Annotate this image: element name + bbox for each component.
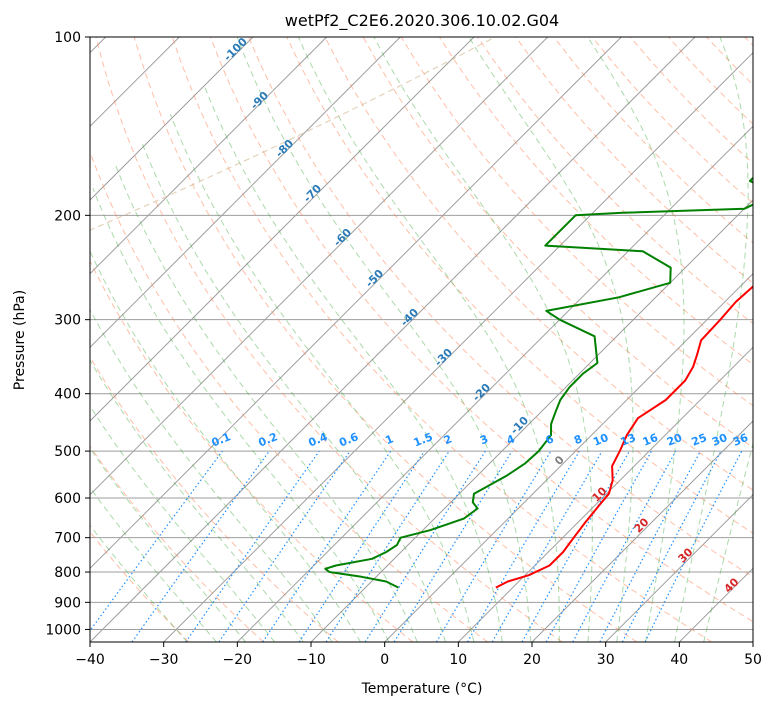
x-axis-label: Temperature (°C) bbox=[361, 681, 483, 697]
isotherm-line bbox=[16, 37, 621, 642]
isotherm-line bbox=[0, 37, 400, 642]
dry-adiabat-label: -70 bbox=[301, 182, 324, 205]
dry-adiabat-label: 0 bbox=[552, 453, 567, 468]
mixing-ratio-line bbox=[365, 451, 485, 642]
mixing-ratio-label: 16 bbox=[641, 431, 660, 449]
mixing-ratio-label: 13 bbox=[619, 431, 638, 449]
dry-adiabat-line bbox=[745, 37, 775, 642]
isotherm-line bbox=[385, 37, 775, 642]
dry-adiabat-line bbox=[707, 37, 775, 642]
dry-adiabat-line bbox=[516, 37, 775, 642]
y-tick-label: 200 bbox=[54, 208, 81, 224]
isotherm-line bbox=[0, 37, 474, 642]
y-tick-label: 600 bbox=[54, 491, 81, 507]
x-tick-label: 0 bbox=[380, 652, 389, 668]
moist-adiabat-line bbox=[0, 315, 187, 642]
dewpoint-profile bbox=[325, 37, 775, 588]
isotherm-line bbox=[90, 37, 695, 642]
mixing-ratio-label: 30 bbox=[710, 431, 729, 449]
dry-adiabat-line bbox=[0, 37, 338, 642]
moist-adiabat-line bbox=[469, 37, 633, 642]
mixing-ratio-label: 3 bbox=[478, 432, 490, 447]
mixing-ratio-label: 25 bbox=[690, 431, 709, 449]
dry-adiabat-line bbox=[0, 37, 189, 642]
mixing-ratio-label: 6 bbox=[544, 432, 556, 447]
x-tick-label: −40 bbox=[75, 652, 105, 668]
moist-adiabat-line bbox=[170, 114, 474, 642]
dry-adiabat-line bbox=[554, 37, 775, 642]
reference-curve bbox=[0, 37, 495, 642]
moist-adiabat-line bbox=[588, 37, 684, 642]
mixing-ratio-line bbox=[468, 451, 580, 642]
dry-adiabat-label: 20 bbox=[632, 515, 652, 535]
mixing-ratio-line bbox=[82, 451, 223, 642]
y-tick-label: 100 bbox=[54, 30, 81, 46]
isotherm-line bbox=[311, 37, 775, 642]
dry-adiabat-label: 30 bbox=[676, 545, 696, 565]
moist-adiabat-line bbox=[141, 141, 445, 642]
x-tick-label: 50 bbox=[744, 652, 762, 668]
isotherm-line bbox=[237, 37, 775, 642]
mixing-ratio-line bbox=[546, 451, 651, 642]
y-tick-label: 800 bbox=[54, 565, 81, 581]
x-tick-label: −20 bbox=[223, 652, 253, 668]
dry-adiabat-line bbox=[0, 37, 264, 642]
y-tick-label: 400 bbox=[54, 387, 81, 403]
mixing-ratio-label: 0.4 bbox=[307, 430, 330, 449]
y-tick-label: 500 bbox=[54, 444, 81, 460]
x-tick-label: 40 bbox=[670, 652, 688, 668]
mixing-ratio-label: 2 bbox=[442, 432, 454, 447]
y-axis-label: Pressure (hPa) bbox=[12, 290, 28, 390]
x-tick-label: −30 bbox=[149, 652, 179, 668]
dry-adiabat-line bbox=[58, 37, 488, 642]
moist-adiabat-line bbox=[75, 215, 361, 642]
dry-adiabat-label: -40 bbox=[398, 306, 421, 329]
mixing-ratio-label: 0.2 bbox=[257, 430, 280, 449]
profile-curves bbox=[325, 37, 775, 588]
mixing-ratio-label: 10 bbox=[591, 431, 610, 449]
isotherm-line bbox=[753, 37, 775, 642]
dry-adiabat-label: -20 bbox=[470, 381, 493, 404]
chart-title: wetPf2_C2E6.2020.306.10.02.G04 bbox=[285, 11, 559, 31]
mixing-ratio-label: 1.5 bbox=[412, 430, 435, 449]
isotherm-line bbox=[164, 37, 769, 642]
moist-adiabat-line bbox=[1, 283, 246, 642]
y-tick-label: 900 bbox=[54, 595, 81, 611]
isotherm-line bbox=[0, 37, 253, 642]
x-tick-label: 10 bbox=[449, 652, 467, 668]
dry-adiabat-label: 10 bbox=[590, 484, 610, 504]
mixing-ratio-line bbox=[326, 451, 449, 642]
y-tick-label: 300 bbox=[54, 313, 81, 329]
y-tick-label: 1000 bbox=[45, 622, 81, 638]
mixing-ratio-label: 0.6 bbox=[337, 430, 360, 449]
dry-adiabat-line bbox=[96, 37, 562, 642]
isotherm-line bbox=[532, 37, 775, 642]
moist-adiabat-line bbox=[204, 84, 503, 642]
dry-adiabat-label: -30 bbox=[432, 346, 455, 369]
x-tick-label: 20 bbox=[523, 652, 541, 668]
mixing-ratio-label: 1 bbox=[383, 432, 395, 447]
mixing-ratio-label: 20 bbox=[665, 431, 684, 449]
dry-adiabat-label: 40 bbox=[722, 575, 742, 595]
moist-adiabat-line bbox=[704, 37, 775, 642]
mixing-ratio-line bbox=[299, 451, 424, 642]
mixing-ratio-label: 0.1 bbox=[210, 430, 233, 449]
isotherm-line bbox=[458, 37, 775, 642]
x-tick-label: 30 bbox=[597, 652, 615, 668]
dry-adiabat-line bbox=[20, 37, 413, 642]
mixing-ratio-label: 36 bbox=[731, 431, 750, 449]
dry-adiabat-label: -50 bbox=[363, 267, 386, 290]
plot-frame bbox=[90, 37, 753, 642]
y-tick-label: 700 bbox=[54, 531, 81, 547]
dry-adiabat-label: -100 bbox=[221, 35, 250, 64]
x-tick-label: −10 bbox=[296, 652, 326, 668]
mixing-ratio-label: 8 bbox=[572, 432, 584, 447]
dry-adiabat-label: -80 bbox=[273, 137, 296, 160]
mixing-ratio-line bbox=[573, 451, 676, 642]
